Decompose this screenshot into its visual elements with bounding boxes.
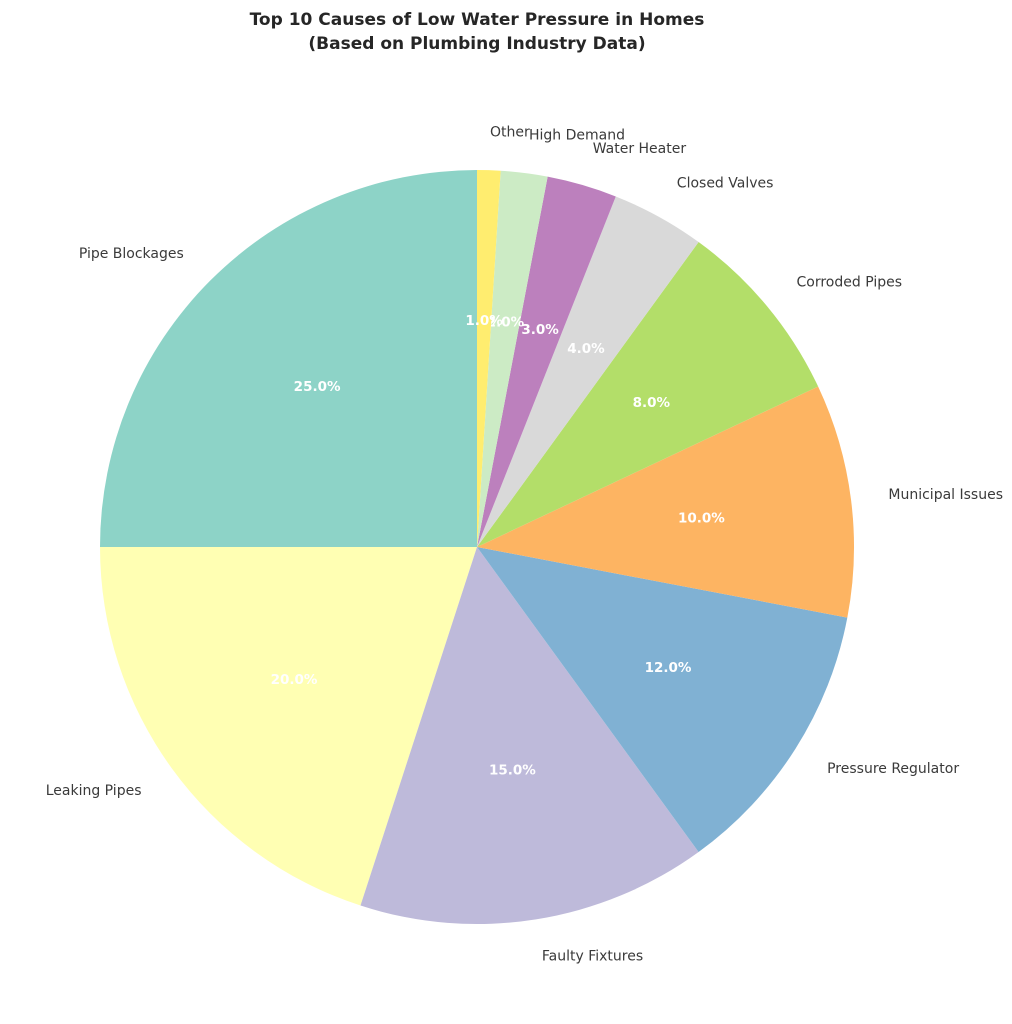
pie-slice-municipal-issues — [477, 386, 854, 618]
pie-percent-leaking-pipes: 20.0% — [271, 672, 318, 688]
pie-slice-other — [477, 170, 501, 547]
pie-percent-faulty-fixtures: 15.0% — [489, 762, 536, 778]
pie-label-high-demand: High Demand — [529, 128, 625, 144]
pie-percent-pressure-regulator: 12.0% — [645, 660, 692, 676]
pie-slice-leaking-pipes — [100, 547, 477, 906]
pie-slice-corroded-pipes — [477, 242, 819, 547]
pie-label-pipe-blockages: Pipe Blockages — [79, 246, 184, 262]
chart-title: Top 10 Causes of Low Water Pressure in H… — [249, 10, 705, 54]
pie-percent-municipal-issues: 10.0% — [678, 511, 725, 527]
pie-slice-high-demand — [477, 170, 548, 548]
pie-label-closed-valves: Closed Valves — [677, 176, 774, 192]
pie-percent-other: 1.0% — [465, 313, 503, 329]
pie-label-water-heater: Water Heater — [593, 141, 687, 157]
pie-label-municipal-issues: Municipal Issues — [888, 487, 1003, 503]
pie-percent-corroded-pipes: 8.0% — [633, 395, 671, 411]
pie-percent-closed-valves: 4.0% — [567, 341, 605, 357]
pie-label-faulty-fixtures: Faulty Fixtures — [542, 949, 643, 965]
pie-percent-pipe-blockages: 25.0% — [294, 379, 341, 395]
pie-label-pressure-regulator: Pressure Regulator — [827, 761, 959, 777]
pie-slice-pressure-regulator — [477, 547, 848, 852]
pie-slice-water-heater — [477, 176, 616, 547]
pie-label-other: Other — [490, 125, 530, 141]
pie-slice-pipe-blockages — [100, 170, 477, 547]
pie-label-corroded-pipes: Corroded Pipes — [797, 275, 903, 291]
pie-percent-high-demand: 2.0% — [487, 315, 525, 331]
pie-percent-water-heater: 3.0% — [521, 322, 559, 338]
pie-label-leaking-pipes: Leaking Pipes — [46, 783, 142, 799]
pie-slice-faulty-fixtures — [360, 547, 699, 925]
pie-slice-closed-valves — [477, 196, 699, 547]
